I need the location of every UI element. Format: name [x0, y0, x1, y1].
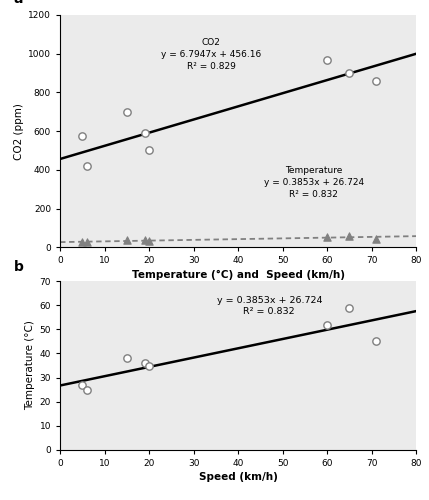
Point: [346, 69, 353, 77]
Point: [324, 320, 331, 328]
Point: [141, 359, 148, 367]
Point: [124, 108, 130, 116]
Point: [373, 77, 380, 85]
Y-axis label: CO2 (ppm): CO2 (ppm): [14, 102, 24, 160]
Point: [79, 132, 86, 140]
Text: a: a: [14, 0, 23, 6]
Point: [373, 234, 380, 242]
Text: b: b: [14, 260, 24, 274]
Legend: CO2 (ppm), Temperature (°C), Linear (CO2 (ppm)), Linear (Temperature (°C)): CO2 (ppm), Temperature (°C), Linear (CO2…: [120, 316, 356, 339]
Text: CO2
y = 6.7947x + 456.16
R² = 0.829: CO2 y = 6.7947x + 456.16 R² = 0.829: [161, 38, 262, 71]
Text: Temperature
y = 0.3853x + 26.724
R² = 0.832: Temperature y = 0.3853x + 26.724 R² = 0.…: [264, 166, 364, 198]
Point: [83, 238, 90, 246]
Point: [145, 236, 153, 244]
Point: [79, 238, 86, 246]
Point: [83, 162, 90, 170]
Point: [141, 129, 148, 137]
Point: [79, 381, 86, 389]
Point: [145, 362, 153, 370]
X-axis label: Speed (km/h): Speed (km/h): [199, 472, 278, 482]
Point: [124, 236, 130, 244]
Point: [83, 386, 90, 394]
Point: [124, 354, 130, 362]
Point: [346, 232, 353, 240]
Point: [346, 304, 353, 312]
X-axis label: Temperature (°C) and  Speed (km/h): Temperature (°C) and Speed (km/h): [132, 270, 344, 280]
Point: [145, 146, 153, 154]
Point: [373, 338, 380, 345]
Y-axis label: Temperature (°C): Temperature (°C): [25, 320, 35, 410]
Point: [324, 56, 331, 64]
Point: [141, 236, 148, 244]
Point: [324, 233, 331, 241]
Text: y = 0.3853x + 26.724
R² = 0.832: y = 0.3853x + 26.724 R² = 0.832: [217, 296, 322, 316]
